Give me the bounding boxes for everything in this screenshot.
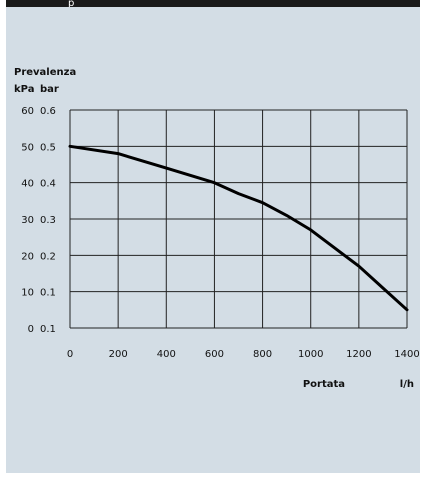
header-bar bbox=[6, 0, 420, 7]
chart-panel: p Prevalenza kPa bar Portata l/h 0 0.1 10 0… bbox=[6, 0, 420, 473]
y-tick-kpa-3: 30 bbox=[21, 215, 34, 226]
y-axis-title: Prevalenza bbox=[14, 67, 76, 78]
y-tick-kpa-5: 50 bbox=[21, 142, 34, 153]
grid bbox=[69, 109, 408, 329]
series-line-0 bbox=[68, 144, 409, 312]
y-tick-labels: 0 0.1 10 0.1 20 0.2 30 0.3 40 0.4 50 0.5 60 0.6 bbox=[21, 106, 56, 335]
y-tick-bar-5: 0.5 bbox=[40, 142, 56, 153]
y-tick-bar-0: 0.1 bbox=[40, 324, 56, 335]
y-tick-kpa-1: 10 bbox=[21, 288, 34, 299]
y-tick-bar-3: 0.3 bbox=[40, 215, 56, 226]
x-tick-labels: 0 200 400 600 800 1000 1200 1400 bbox=[67, 349, 420, 360]
x-axis-unit: l/h bbox=[400, 379, 414, 390]
x-tick-4: 800 bbox=[253, 349, 272, 360]
y-tick-bar-1: 0.1 bbox=[40, 288, 56, 299]
series-layer bbox=[68, 144, 409, 312]
x-tick-7: 1400 bbox=[394, 349, 419, 360]
y-tick-bar-2: 0.2 bbox=[40, 251, 56, 262]
y-tick-kpa-2: 20 bbox=[21, 251, 34, 262]
y-tick-bar-6: 0.6 bbox=[40, 106, 56, 117]
y-tick-kpa-0: 0 bbox=[28, 324, 34, 335]
x-axis-title: Portata bbox=[303, 379, 345, 390]
x-tick-5: 1000 bbox=[298, 349, 323, 360]
x-tick-1: 200 bbox=[109, 349, 128, 360]
y-tick-kpa-4: 40 bbox=[21, 179, 34, 190]
y-axis-unit-bar: bar bbox=[40, 84, 59, 95]
y-axis-unit-kpa: kPa bbox=[14, 84, 34, 95]
y-tick-bar-4: 0.4 bbox=[40, 179, 56, 190]
x-tick-6: 1200 bbox=[346, 349, 371, 360]
x-tick-3: 600 bbox=[205, 349, 224, 360]
x-tick-2: 400 bbox=[157, 349, 176, 360]
y-tick-kpa-6: 60 bbox=[21, 106, 34, 117]
x-tick-0: 0 bbox=[67, 349, 73, 360]
header-text: p bbox=[68, 0, 75, 7]
pump-curve-chart: Prevalenza kPa bar Portata l/h 0 0.1 10 0.1… bbox=[14, 67, 420, 390]
